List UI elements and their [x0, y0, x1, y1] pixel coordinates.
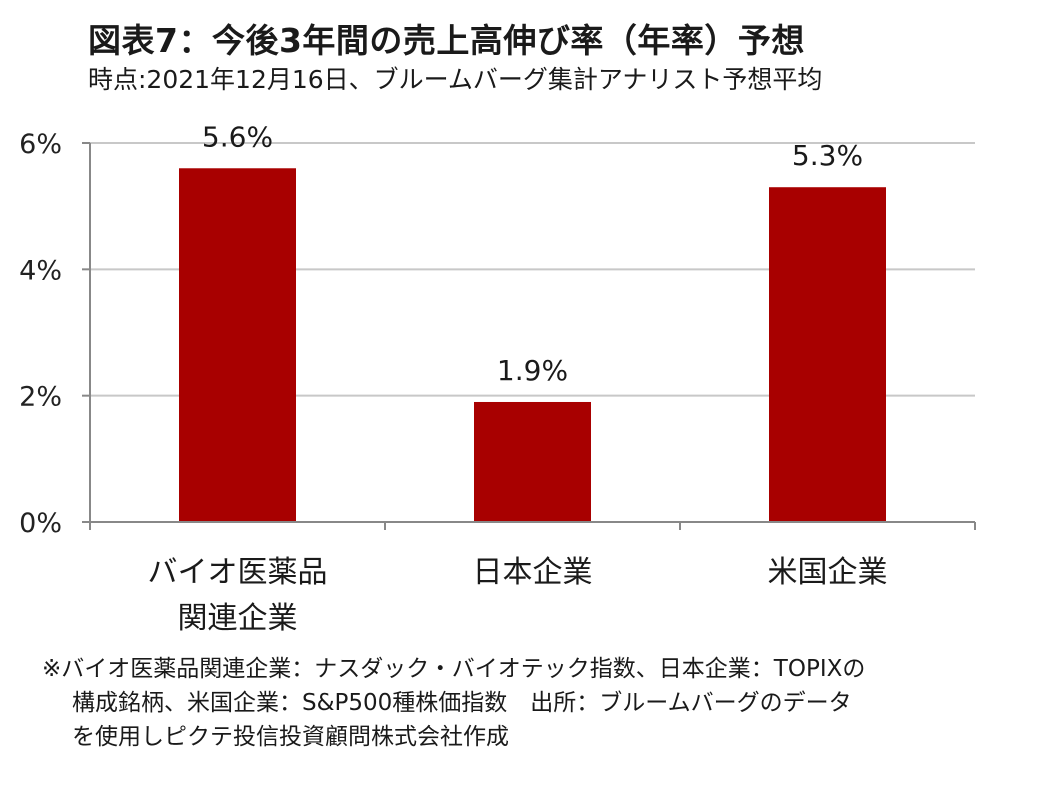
y-tick-label: 0%: [19, 508, 62, 539]
footnote-line-2: 構成銘柄、米国企業：S&P500種株価指数 出所：ブルームバーグのデータ: [72, 690, 852, 716]
y-tick-label: 6%: [19, 129, 62, 160]
category-label: バイオ医薬品: [148, 555, 328, 590]
data-label: 5.6%: [202, 120, 273, 153]
bar: [769, 187, 886, 522]
data-label: 5.3%: [792, 139, 863, 172]
chart-title: 図表7：今後3年間の売上高伸び率（年率）予想: [88, 21, 805, 60]
bar: [179, 168, 296, 522]
data-label: 1.9%: [497, 354, 568, 387]
chart-subtitle: 時点:2021年12月16日、ブルームバーグ集計アナリスト予想平均: [88, 65, 823, 94]
category-label: 関連企業: [178, 601, 298, 636]
category-label: 米国企業: [768, 555, 888, 590]
footnote-line-3: を使用しピクテ投信投資顧問株式会社作成: [72, 724, 509, 750]
bar: [474, 401, 591, 522]
y-tick-label: 2%: [19, 382, 62, 413]
footnote-line-1: ※バイオ医薬品関連企業：ナスダック・バイオテック指数、日本企業：TOPIXの: [42, 656, 866, 682]
y-tick-label: 4%: [19, 255, 62, 286]
category-label: 日本企業: [473, 555, 593, 590]
footnote: ※バイオ医薬品関連企業：ナスダック・バイオテック指数、日本企業：TOPIXの 構…: [42, 652, 865, 754]
